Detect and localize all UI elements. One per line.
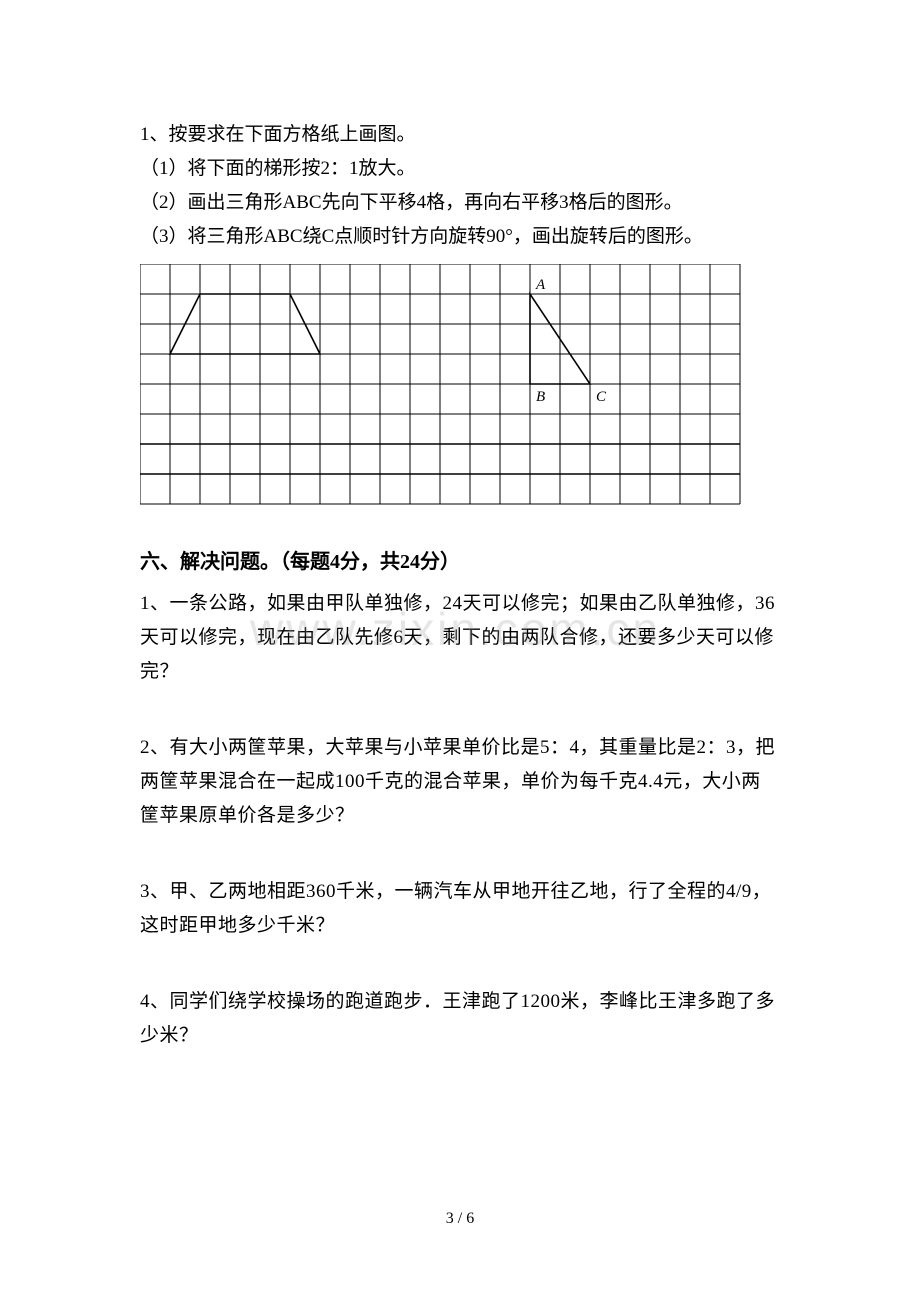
problem-1: 1、一条公路，如果由甲队单独修，24天可以修完；如果由乙队单独修，36天可以修完… [140,587,780,689]
q5-sub3: （3）将三角形ABC绕C点顺时针方向旋转90°，画出旋转后的图形。 [140,222,780,252]
problem-3: 3、甲、乙两地相距360千米，一辆汽车从甲地开往乙地，行了全程的4/9，这时距甲… [140,875,780,943]
page-number: 3 / 6 [0,1210,920,1228]
q5-intro: 1、按要求在下面方格纸上画图。 [140,120,780,150]
section6-heading: 六、解决问题。（每题4分，共24分） [140,547,780,577]
problem-4: 4、同学们绕学校操场的跑道跑步．王津跑了1200米，李峰比王津多跑了多少米？ [140,985,780,1053]
q5-sub1: （1）将下面的梯形按2：1放大。 [140,154,780,184]
svg-text:B: B [536,389,545,405]
grid-figure: A B C [140,264,780,519]
grid-svg: A B C [140,264,750,514]
q5-sub2: （2）画出三角形ABC先向下平移4格，再向右平移3格后的图形。 [140,188,780,218]
svg-text:A: A [535,277,546,293]
problem-2: 2、有大小两筐苹果，大苹果与小苹果单价比是5：4，其重量比是2：3，把两筐苹果混… [140,731,780,833]
svg-text:C: C [596,389,607,405]
